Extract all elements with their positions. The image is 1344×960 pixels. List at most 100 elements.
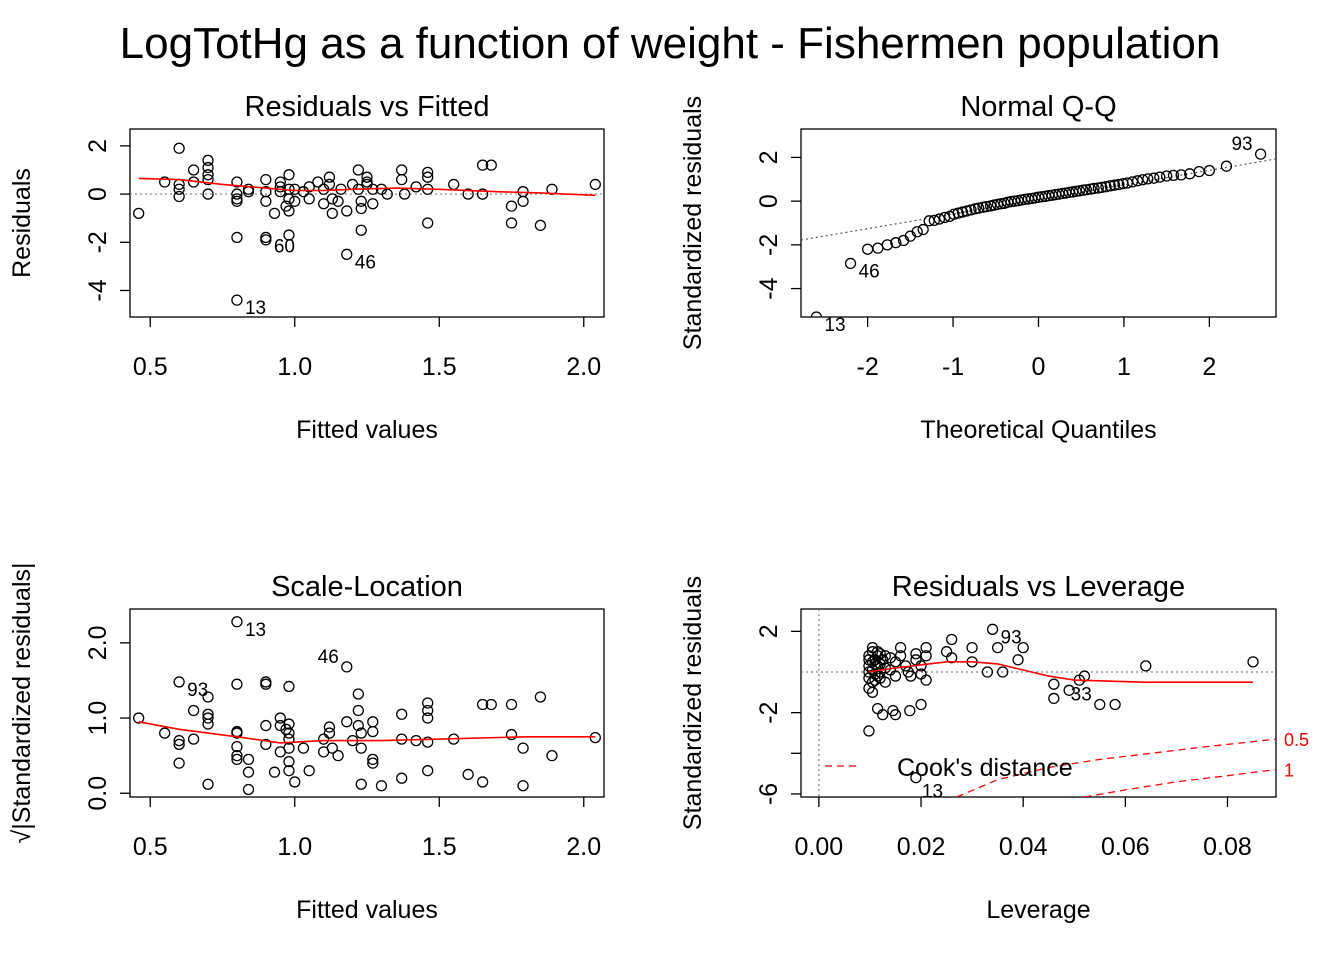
data-point (904, 704, 916, 717)
y-tick-label: 0 (755, 194, 783, 208)
data-point (231, 195, 243, 207)
data-point (1113, 178, 1125, 191)
data-point (173, 738, 185, 751)
cooks-distance-curve (956, 738, 1276, 797)
data-point (410, 734, 422, 747)
data-point (476, 159, 489, 171)
data-point (355, 778, 367, 790)
data-point (1154, 171, 1166, 183)
y-axis-label: Standardized residuals (679, 96, 707, 350)
data-point (289, 776, 301, 788)
data-point (202, 188, 214, 200)
x-tick-label: 0.00 (795, 833, 844, 861)
x-tick-label: 1.0 (277, 833, 312, 861)
y-tick-label: -2 (755, 702, 783, 724)
data-point (367, 753, 379, 766)
data-point (260, 676, 272, 688)
data-point (1160, 170, 1173, 182)
x-tick-label: 1 (1117, 353, 1131, 381)
data-point (448, 178, 460, 191)
x-tick-label: 0.06 (1101, 833, 1150, 861)
data-point (462, 188, 474, 200)
data-point (928, 214, 940, 227)
data-point (1063, 684, 1075, 696)
data-point (202, 712, 214, 724)
data-point (332, 749, 344, 762)
data-point (231, 193, 243, 205)
data-point (355, 202, 367, 215)
data-point (1247, 656, 1259, 668)
data-point (879, 650, 891, 662)
panel-rvl: Residuals vs Leverage Leverage Standardize… (679, 571, 1309, 924)
data-point (396, 772, 408, 784)
data-point (173, 676, 185, 688)
cooks-contour-label: 0.5 (1284, 730, 1309, 750)
data-point (202, 169, 214, 181)
data-point (274, 719, 286, 732)
data-point (355, 742, 367, 754)
data-point (317, 733, 330, 745)
data-point (352, 704, 364, 717)
data-point (283, 205, 295, 217)
data-point (323, 178, 336, 191)
data-point (986, 623, 999, 635)
data-point (173, 757, 185, 769)
data-point (352, 719, 364, 732)
data-point (866, 686, 879, 698)
data-point (317, 198, 330, 210)
legend-label: Cook's distance (897, 754, 1073, 782)
data-point (396, 164, 408, 176)
data-point (231, 740, 243, 753)
data-point (485, 698, 497, 711)
data-point (231, 188, 243, 200)
data-point (375, 780, 388, 792)
data-point (1077, 184, 1089, 196)
data-point (973, 202, 985, 214)
y-tick-label: -4 (755, 277, 783, 299)
data-point (283, 229, 295, 241)
data-point (173, 142, 185, 154)
data-point (1109, 698, 1121, 711)
data-point (881, 239, 893, 251)
x-tick-label: 2 (1202, 353, 1216, 381)
point-id-label: 13 (245, 620, 266, 641)
data-point (283, 680, 295, 693)
y-axis-label: Standardized residuals (679, 576, 707, 830)
data-point (1203, 164, 1216, 177)
data-point (355, 224, 367, 236)
y-tick-label: -6 (755, 783, 783, 805)
data-point (260, 678, 272, 690)
y-axis-label: √|Standardized residuals| (8, 562, 36, 843)
data-point (546, 183, 558, 195)
plot-frame (800, 128, 1277, 318)
data-point (517, 742, 529, 754)
data-point (517, 780, 529, 792)
data-point (159, 727, 171, 739)
panel-sl: Scale-Location Fitted values √|Standardize… (8, 562, 605, 924)
data-point (1126, 176, 1139, 188)
y-tick-label: 0 (84, 187, 112, 201)
x-axis-label: Fitted values (296, 416, 438, 444)
data-point (1140, 660, 1152, 672)
figure-title: LogTotHg as a function of weight - Fishe… (120, 19, 1221, 68)
data-point (361, 171, 373, 183)
data-point (187, 704, 200, 717)
point-id-label: 13 (245, 298, 266, 319)
data-point (231, 616, 243, 628)
x-tick-label: 0.04 (999, 833, 1048, 861)
data-point (920, 674, 932, 686)
data-point (202, 718, 214, 730)
data-point (283, 765, 295, 777)
data-point (1048, 692, 1060, 705)
data-point (396, 173, 408, 186)
data-point (422, 171, 434, 183)
x-tick-label: -2 (857, 353, 879, 381)
point-id-label: 60 (274, 237, 295, 258)
y-tick-label: 1.0 (84, 701, 112, 736)
data-point (1254, 148, 1267, 160)
x-tick-label: 2.0 (566, 833, 601, 861)
data-point (863, 725, 875, 737)
data-point (991, 641, 1004, 654)
data-point (355, 195, 367, 207)
